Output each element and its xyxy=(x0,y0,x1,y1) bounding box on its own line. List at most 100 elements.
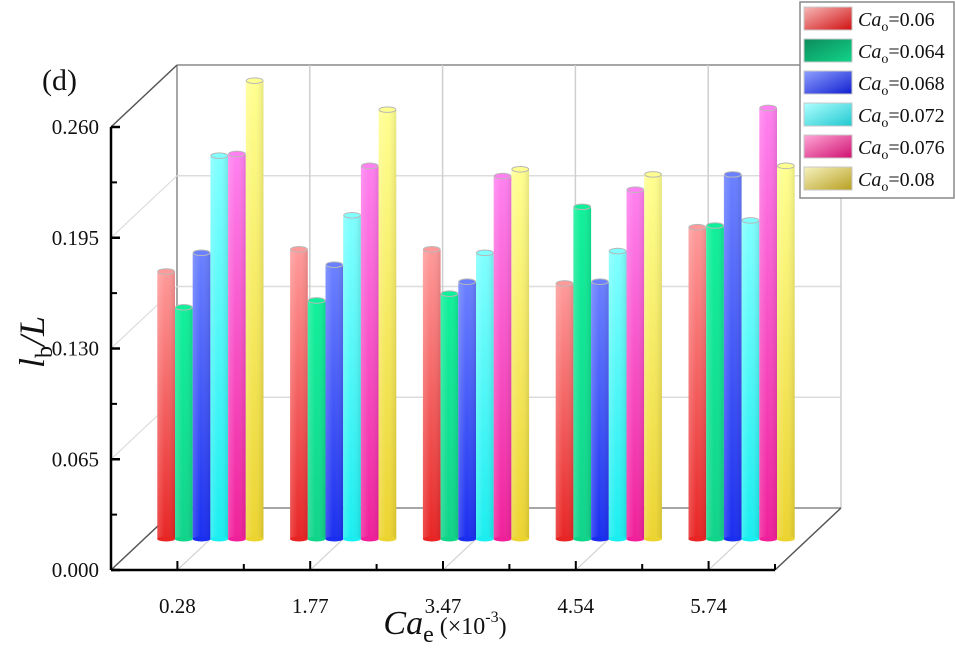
bar-base-cap xyxy=(741,536,760,542)
bar-shading xyxy=(245,80,264,540)
bar-top-cap xyxy=(741,217,760,224)
bar xyxy=(608,247,627,542)
bar xyxy=(741,217,760,542)
bar-shading xyxy=(644,174,662,539)
bar-top-cap xyxy=(175,303,193,311)
bar-base-cap xyxy=(608,536,627,542)
x-tick-label: 5.74 xyxy=(690,594,727,618)
legend-item: Cao=0.076 xyxy=(803,134,945,163)
bar-shading xyxy=(476,252,494,539)
bar-shading xyxy=(608,251,627,540)
bar-top-cap xyxy=(706,222,724,229)
bar xyxy=(175,303,193,542)
bar xyxy=(723,171,742,542)
legend-swatch xyxy=(803,102,853,127)
bar-top-cap xyxy=(759,104,778,112)
bar xyxy=(192,249,211,542)
bar-base-cap xyxy=(777,536,795,542)
x-axis-title-close: ) xyxy=(499,614,507,640)
bar xyxy=(626,186,645,542)
legend-item: Cao=0.068 xyxy=(803,70,945,99)
bar xyxy=(476,249,494,542)
bars-layer xyxy=(157,77,795,542)
y-axis-title: lb/L xyxy=(12,316,58,368)
bar-shading xyxy=(555,283,574,539)
bar-base-cap xyxy=(723,536,742,542)
bar xyxy=(307,297,326,542)
legend-label: Cao=0.068 xyxy=(858,73,945,99)
bar-top-cap xyxy=(777,162,795,170)
x-axis-title-exponent: -3 xyxy=(485,609,498,626)
y-tick-label: 0.000 xyxy=(52,558,99,582)
bar-top-cap xyxy=(688,223,707,231)
side-gridline xyxy=(110,175,178,239)
bar-shading xyxy=(688,227,707,539)
legend-label: Cao=0.076 xyxy=(858,137,945,163)
bar-shading xyxy=(210,155,229,539)
bar-shading xyxy=(723,174,742,539)
legend-swatch xyxy=(803,6,853,31)
bar-base-cap xyxy=(175,536,193,542)
legend-swatch xyxy=(803,134,853,159)
y-tick-label: 0.065 xyxy=(52,447,99,471)
bar-top-cap xyxy=(493,172,512,180)
bar xyxy=(591,278,609,542)
legend-swatch xyxy=(803,70,853,95)
bar xyxy=(245,77,264,542)
bar-base-cap xyxy=(511,536,530,542)
front-axes xyxy=(109,125,776,572)
bar-shading xyxy=(440,293,459,539)
y-tick-label: 0.195 xyxy=(52,226,99,250)
y-tick-label: 0.260 xyxy=(52,115,99,139)
bar-shading xyxy=(741,220,760,539)
x-tick-label: 3.47 xyxy=(425,594,462,618)
bar-shading xyxy=(493,176,512,540)
legend-swatch xyxy=(803,38,853,63)
bar-top-cap xyxy=(476,249,494,257)
bar xyxy=(573,203,592,542)
bar-base-cap xyxy=(422,536,441,542)
bar-shading xyxy=(343,215,361,539)
bar-top-cap xyxy=(228,150,246,158)
bar-shading xyxy=(422,249,441,539)
bar-base-cap xyxy=(157,536,175,542)
bar-shading xyxy=(157,271,175,539)
bar-base-cap xyxy=(573,536,592,542)
bar-top-cap xyxy=(378,106,397,113)
x-axis-title-sub: e xyxy=(423,622,434,648)
bar xyxy=(706,222,724,542)
legend-label: Cao=0.072 xyxy=(858,105,945,131)
bar-top-cap xyxy=(440,290,459,297)
side-top-edge xyxy=(110,64,178,128)
x-axis-title-main: Ca xyxy=(383,605,423,642)
bar-base-cap xyxy=(440,536,459,542)
bar-top-cap xyxy=(307,297,326,304)
bar-base-cap xyxy=(290,536,308,542)
bar-top-cap xyxy=(290,246,308,253)
bar-shading xyxy=(626,189,645,539)
bar xyxy=(644,171,662,542)
legend-swatch xyxy=(803,166,853,191)
bar-top-cap xyxy=(343,211,361,219)
bar-top-cap xyxy=(644,171,662,178)
bar-shading xyxy=(192,252,211,539)
legend: Cao=0.06 Cao=0.064 Cao=0.068 Cao=0.072 Cao=0… xyxy=(799,1,955,199)
legend-item: Cao=0.08 xyxy=(803,166,935,195)
bar-shading xyxy=(228,153,246,539)
x-axis-title: Cae (×10-3) xyxy=(383,605,506,648)
bar-base-cap xyxy=(360,536,379,542)
bar-top-cap xyxy=(245,77,264,84)
bar-base-cap xyxy=(210,536,229,542)
bar-shading xyxy=(591,281,609,539)
x-axis-title-suffix: (×10 xyxy=(434,614,486,640)
legend-item: Cao=0.06 xyxy=(803,6,935,35)
bar xyxy=(688,223,707,542)
x-tick-label: 0.28 xyxy=(159,594,196,618)
bar xyxy=(360,162,379,542)
y-axis-title-sub: b xyxy=(32,346,58,358)
bar-top-cap xyxy=(723,171,742,178)
bar xyxy=(493,172,512,542)
bar-top-cap xyxy=(555,280,574,287)
y-tick-labels: 0.000 0.065 0.130 0.195 0.260 xyxy=(52,115,99,582)
